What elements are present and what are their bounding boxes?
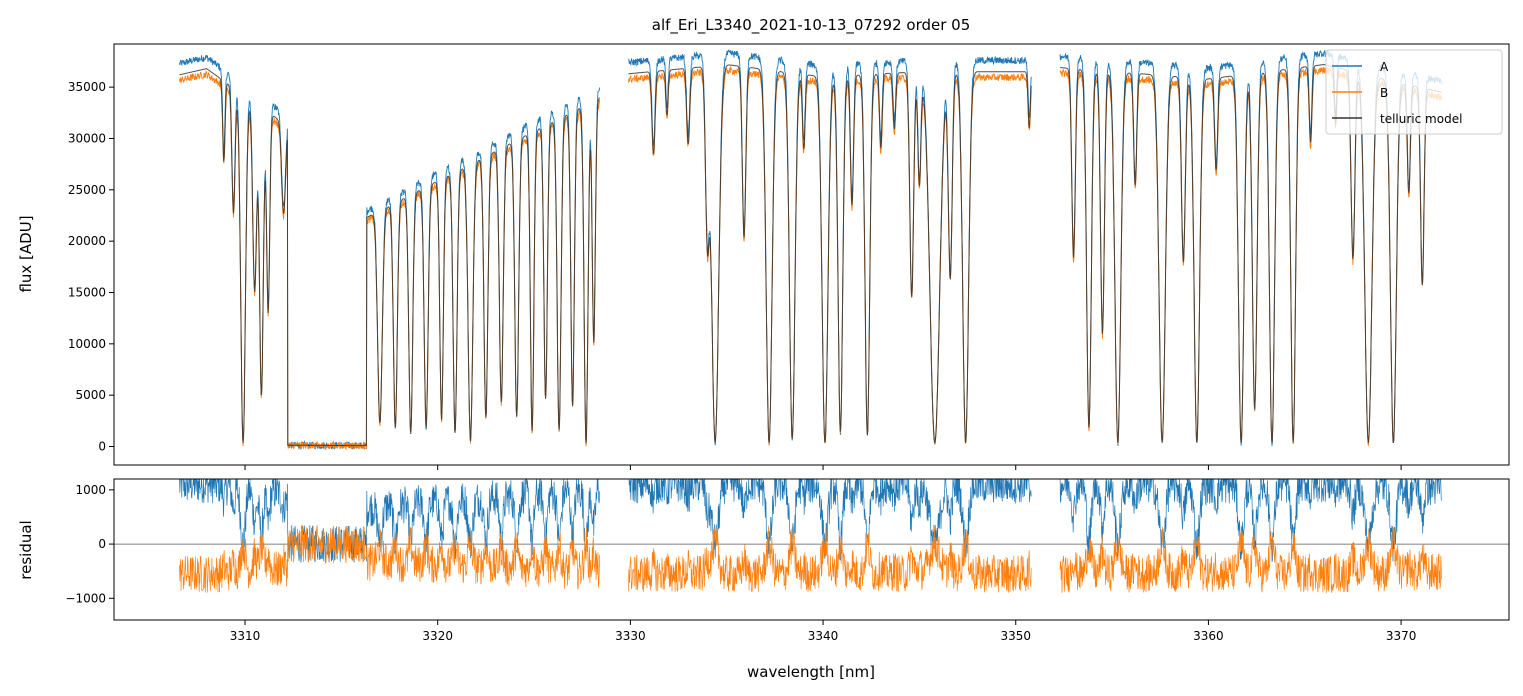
top-yticks: 0 5000 10000 15000 20000 25000 30000 35000 [68, 80, 114, 454]
bottom-ytick-label: 0 [98, 537, 106, 551]
residual-line-b [179, 525, 1442, 594]
residual-line-a [179, 479, 1442, 563]
top-ytick-label: 25000 [68, 183, 106, 197]
legend-label-telluric: telluric model [1380, 112, 1462, 126]
top-ytick-label: 20000 [68, 234, 106, 248]
legend-label-a: A [1380, 60, 1389, 74]
bottom-yticks: −1000 0 1000 [65, 483, 114, 605]
top-axes-frame [113, 43, 1510, 466]
bottom-xtick-label: 3310 [230, 629, 261, 643]
top-ytick-label: 10000 [68, 337, 106, 351]
bottom-xtick-label: 3340 [808, 629, 839, 643]
top-ytick-label: 35000 [68, 80, 106, 94]
top-panel: 0 5000 10000 15000 20000 25000 30000 35000 flux… [17, 43, 1510, 470]
chart-title: alf_Eri_L3340_2021-10-13_07292 order 05 [652, 16, 971, 35]
legend: A B telluric model [1325, 49, 1503, 135]
bottom-ytick-label: −1000 [65, 591, 106, 605]
top-series [179, 49, 1443, 451]
bottom-xtick-label: 3350 [1000, 629, 1031, 643]
flux-line-telluric-model [179, 68, 600, 447]
legend-label-b: B [1380, 86, 1388, 100]
bottom-axes-frame [113, 478, 1510, 621]
bottom-ytick-label: 1000 [75, 483, 106, 497]
top-ytick-label: 15000 [68, 285, 106, 299]
bottom-series [114, 479, 1509, 594]
top-ytick-label: 0 [98, 440, 106, 454]
flux-line-a [628, 49, 1032, 446]
top-xticks [244, 465, 1402, 470]
flux-line-telluric-model [628, 64, 1032, 445]
bottom-ylabel: residual [17, 520, 35, 579]
bottom-xtick-label: 3360 [1193, 629, 1224, 643]
bottom-xticks: 3310 3320 3330 3340 3350 3360 3370 [230, 620, 1417, 643]
flux-line-a [179, 55, 601, 451]
top-ytick-label: 30000 [68, 131, 106, 145]
top-ytick-label: 5000 [75, 388, 106, 402]
bottom-xtick-label: 3370 [1386, 629, 1417, 643]
bottom-xlabel: wavelength [nm] [747, 663, 875, 681]
bottom-xtick-label: 3320 [422, 629, 453, 643]
bottom-xtick-label: 3330 [615, 629, 646, 643]
legend-box [1325, 49, 1503, 135]
top-ylabel: flux [ADU] [17, 215, 35, 292]
